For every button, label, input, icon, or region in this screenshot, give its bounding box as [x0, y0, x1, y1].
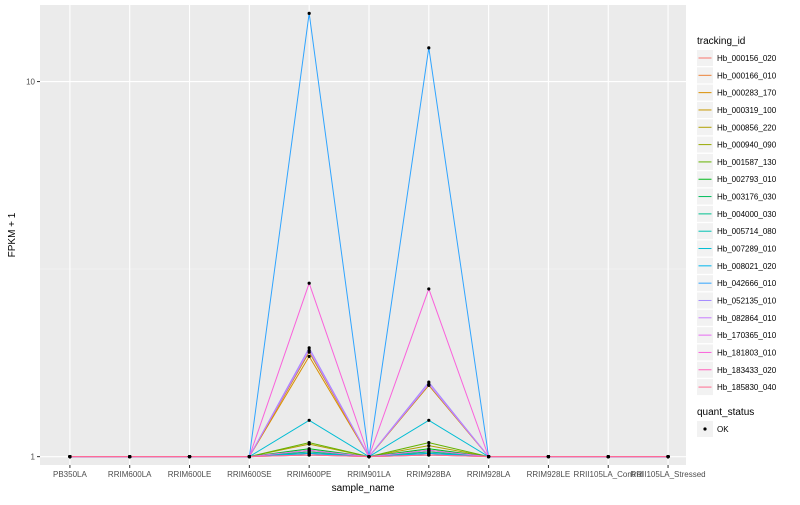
legend-item: Hb_000156_020	[697, 50, 777, 66]
data-point	[427, 441, 431, 445]
data-point	[427, 418, 431, 422]
x-tick-label: RRIM600PE	[287, 470, 331, 479]
legend-item: Hb_000319_100	[697, 101, 777, 118]
legend-item: Hb_007289_010	[697, 240, 777, 257]
legend-label: Hb_185830_040	[717, 383, 777, 392]
legend-label: Hb_042666_010	[717, 279, 777, 288]
data-point	[307, 348, 311, 352]
data-point	[427, 448, 431, 452]
legend-title: tracking_id	[697, 36, 745, 47]
data-point	[187, 455, 192, 459]
x-tick-label: RRIM600SE	[227, 470, 271, 479]
legend-label: Hb_082864_010	[717, 314, 777, 323]
legend-item: Hb_002793_010	[697, 171, 777, 188]
legend-label: Hb_005714_080	[717, 227, 777, 236]
data-point	[307, 453, 311, 457]
x-axis: PB350LA RRIM600LA RRIM600LE RRIM600SE RRIM60…	[53, 465, 706, 479]
legend-label: Hb_001587_130	[717, 158, 777, 167]
x-tick-label: RRIM600LA	[108, 470, 152, 479]
legend-item: Hb_005714_080	[697, 223, 777, 240]
legend2-title: quant_status	[697, 407, 754, 418]
legend-item: Hb_181803_010	[697, 344, 777, 361]
legend2-point	[703, 427, 707, 431]
y-axis: 1 10	[26, 78, 40, 462]
data-point	[427, 46, 431, 50]
legend-label: Hb_000319_100	[717, 106, 777, 115]
legend-item: Hb_000940_090	[697, 136, 777, 153]
gridlines	[40, 5, 686, 465]
data-point	[427, 453, 431, 457]
data-point	[307, 281, 311, 285]
data-point	[666, 455, 670, 459]
legend-item: Hb_183433_020	[697, 361, 777, 378]
legend-quant-status: quant_status OK	[697, 407, 754, 437]
legend-item: Hb_000166_010	[697, 67, 777, 84]
x-tick-label: RRII105LA_Control	[574, 470, 644, 479]
legend-label: Hb_183433_020	[717, 366, 777, 375]
x-tick-label: RRIM928BA	[407, 470, 452, 479]
legend-item: Hb_000856_220	[697, 119, 777, 136]
legend-label: Hb_008021_020	[717, 262, 777, 271]
legend-item: Hb_170365_010	[697, 327, 777, 344]
legend-item: Hb_042666_010	[697, 275, 777, 292]
y-tick-label: 10	[26, 78, 35, 87]
legend-label: Hb_000166_010	[717, 71, 777, 80]
legend-item: Hb_000283_170	[697, 84, 777, 101]
legend-label: Hb_007289_010	[717, 245, 777, 254]
legend-label: Hb_003176_030	[717, 193, 777, 202]
x-tick-label: RRIM928LA	[467, 470, 511, 479]
y-tick-label: 1	[31, 453, 36, 462]
x-tick-label: RRIM600LE	[168, 470, 212, 479]
data-point	[307, 354, 311, 359]
legend-label: Hb_004000_030	[717, 210, 777, 219]
legend-item: Hb_082864_010	[697, 309, 777, 326]
legend-label: Hb_052135_010	[717, 296, 777, 305]
data-point	[546, 455, 551, 459]
x-tick-label: RRIM928LE	[527, 470, 571, 479]
x-tick-label: RRIM901LA	[347, 470, 391, 479]
legend-item: Hb_052135_010	[697, 292, 777, 309]
data-point	[427, 382, 431, 386]
plot-panel	[40, 5, 686, 465]
data-point	[68, 455, 72, 459]
legend-item: Hb_001587_130	[697, 153, 777, 170]
data-point	[307, 11, 311, 15]
x-tick-label: RRII105LA_Stressed	[630, 470, 705, 479]
legend-tracking-id: tracking_id Hb_000156_020 Hb_000166_010 Hb_…	[697, 36, 777, 396]
legend-item: Hb_185830_040	[697, 379, 777, 396]
legend-item: Hb_004000_030	[697, 205, 777, 222]
data-point	[307, 441, 311, 445]
data-point	[427, 287, 431, 291]
data-point	[606, 455, 610, 459]
legend-label: Hb_000940_090	[717, 141, 777, 150]
data-point	[427, 444, 431, 448]
x-tick-label: PB350LA	[53, 470, 87, 479]
legend-label: Hb_170365_010	[717, 331, 777, 340]
data-points	[68, 11, 670, 459]
legend-label: Hb_000283_170	[717, 89, 777, 98]
data-point	[128, 455, 132, 459]
data-point	[487, 455, 491, 459]
legend2-label: OK	[717, 425, 729, 434]
data-point	[307, 448, 311, 452]
legend-item: Hb_003176_030	[697, 188, 777, 205]
legend-label: Hb_000156_020	[717, 54, 777, 63]
x-axis-title: sample_name	[332, 483, 395, 494]
y-axis-title: FPKM + 1	[7, 212, 18, 257]
data-point	[307, 418, 311, 422]
legend-label: Hb_000856_220	[717, 123, 777, 132]
legend2-item: OK	[697, 421, 729, 437]
legend-label: Hb_181803_010	[717, 348, 777, 357]
legend-item: Hb_008021_020	[697, 257, 777, 274]
data-point	[247, 455, 251, 459]
data-point	[307, 346, 311, 350]
data-point	[367, 455, 371, 459]
legend-label: Hb_002793_010	[717, 175, 777, 184]
